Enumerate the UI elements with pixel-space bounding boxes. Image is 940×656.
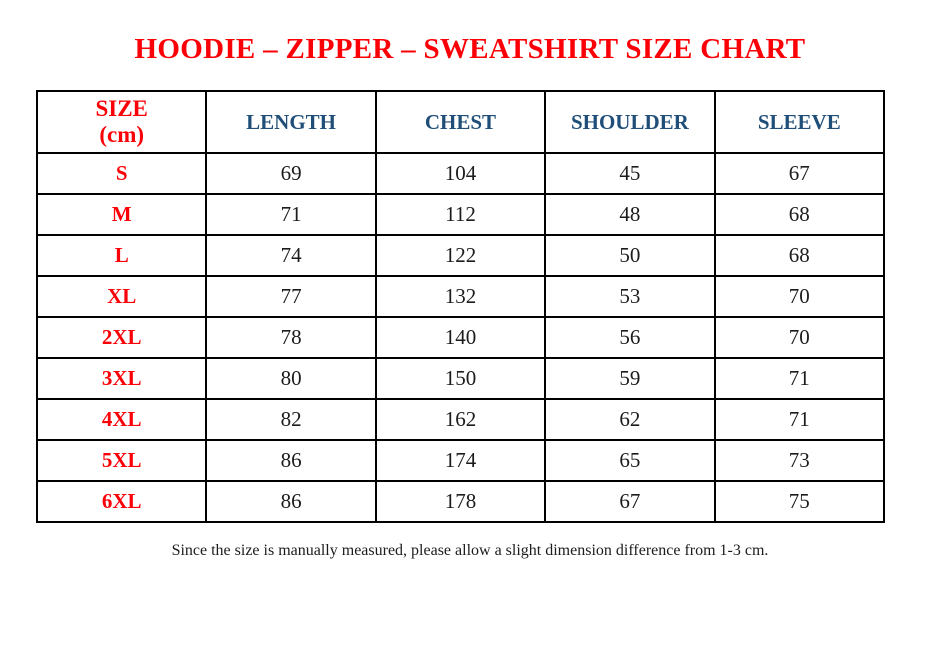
measurement-value-cell: 132 xyxy=(374,275,547,318)
measurement-value-cell: 56 xyxy=(544,316,716,359)
column-header-chest: CHEST xyxy=(374,90,547,154)
size-label-cell: M xyxy=(35,193,208,236)
measurement-value-cell: 45 xyxy=(544,152,716,195)
size-label-cell: S xyxy=(35,152,208,195)
measurement-value-cell: 65 xyxy=(544,439,716,482)
measurement-value-cell: 62 xyxy=(544,398,716,441)
size-label-cell: L xyxy=(35,234,208,277)
measurement-value-cell: 80 xyxy=(205,357,377,400)
measurement-value-cell: 86 xyxy=(205,439,377,482)
measurement-value-cell: 68 xyxy=(713,234,886,277)
measurement-value-cell: 71 xyxy=(713,398,886,441)
stray-period-mark: . xyxy=(476,35,479,47)
table-row: 6XL 86 178 67 75 xyxy=(35,480,886,523)
table-row: M 71 112 48 68 xyxy=(35,193,886,236)
measurement-value-cell: 75 xyxy=(713,480,886,523)
size-label-cell: 4XL xyxy=(35,398,208,441)
table-row: 4XL 82 162 62 71 xyxy=(35,398,886,441)
measurement-value-cell: 70 xyxy=(713,275,886,318)
measurement-value-cell: 70 xyxy=(713,316,886,359)
measurement-value-cell: 69 xyxy=(205,152,377,195)
table-row: 3XL 80 150 59 71 xyxy=(35,357,886,400)
measurement-value-cell: 71 xyxy=(205,193,377,236)
size-label-cell: XL xyxy=(35,275,208,318)
measurement-value-cell: 78 xyxy=(205,316,377,359)
size-chart-table: SIZE (cm) LENGTH CHEST SHOULDER SLEEVE S… xyxy=(35,90,886,523)
measurement-value-cell: 77 xyxy=(205,275,377,318)
measurement-value-cell: 150 xyxy=(374,357,547,400)
measurement-value-cell: 178 xyxy=(374,480,547,523)
measurement-value-cell: 53 xyxy=(544,275,716,318)
size-label-cell: 3XL xyxy=(35,357,208,400)
column-header-shoulder: SHOULDER xyxy=(544,90,716,154)
table-row: 2XL 78 140 56 70 xyxy=(35,316,886,359)
table-row: S 69 104 45 67 xyxy=(35,152,886,195)
measurement-value-cell: 59 xyxy=(544,357,716,400)
measurement-value-cell: 174 xyxy=(374,439,547,482)
measurement-value-cell: 73 xyxy=(713,439,886,482)
column-header-sleeve: SLEEVE xyxy=(713,90,886,154)
size-header-line2: (cm) xyxy=(99,122,145,147)
measurement-value-cell: 50 xyxy=(544,234,716,277)
size-label-cell: 6XL xyxy=(35,480,208,523)
size-label-cell: 5XL xyxy=(35,439,208,482)
table-row: 5XL 86 174 65 73 xyxy=(35,439,886,482)
measurement-value-cell: 86 xyxy=(205,480,377,523)
measurement-value-cell: 162 xyxy=(374,398,547,441)
measurement-value-cell: 74 xyxy=(205,234,377,277)
size-header-line1: SIZE xyxy=(95,96,148,121)
column-header-length: LENGTH xyxy=(205,90,377,154)
table-header: SIZE (cm) LENGTH CHEST SHOULDER SLEEVE xyxy=(35,90,886,154)
measurement-disclaimer-note: Since the size is manually measured, ple… xyxy=(171,542,769,559)
page-title: HOODIE – ZIPPER – SWEATSHIRT SIZE CHART xyxy=(134,33,806,65)
measurement-value-cell: 140 xyxy=(374,316,547,359)
measurement-value-cell: 67 xyxy=(713,152,886,195)
size-label-cell: 2XL xyxy=(35,316,208,359)
measurement-value-cell: 48 xyxy=(544,193,716,236)
measurement-value-cell: 71 xyxy=(713,357,886,400)
measurement-value-cell: 68 xyxy=(713,193,886,236)
table-row: XL 77 132 53 70 xyxy=(35,275,886,318)
column-header-size-cm: SIZE (cm) xyxy=(35,90,208,154)
measurement-value-cell: 104 xyxy=(374,152,547,195)
measurement-value-cell: 122 xyxy=(374,234,547,277)
measurement-value-cell: 112 xyxy=(374,193,547,236)
measurement-value-cell: 67 xyxy=(544,480,716,523)
measurement-value-cell: 82 xyxy=(205,398,377,441)
table-row: L 74 122 50 68 xyxy=(35,234,886,277)
table-body: S 69 104 45 67 M 71 112 48 68 L 74 122 50 68 XL 77 132 53 7… xyxy=(35,152,886,523)
header-row: SIZE (cm) LENGTH CHEST SHOULDER SLEEVE xyxy=(35,90,886,154)
